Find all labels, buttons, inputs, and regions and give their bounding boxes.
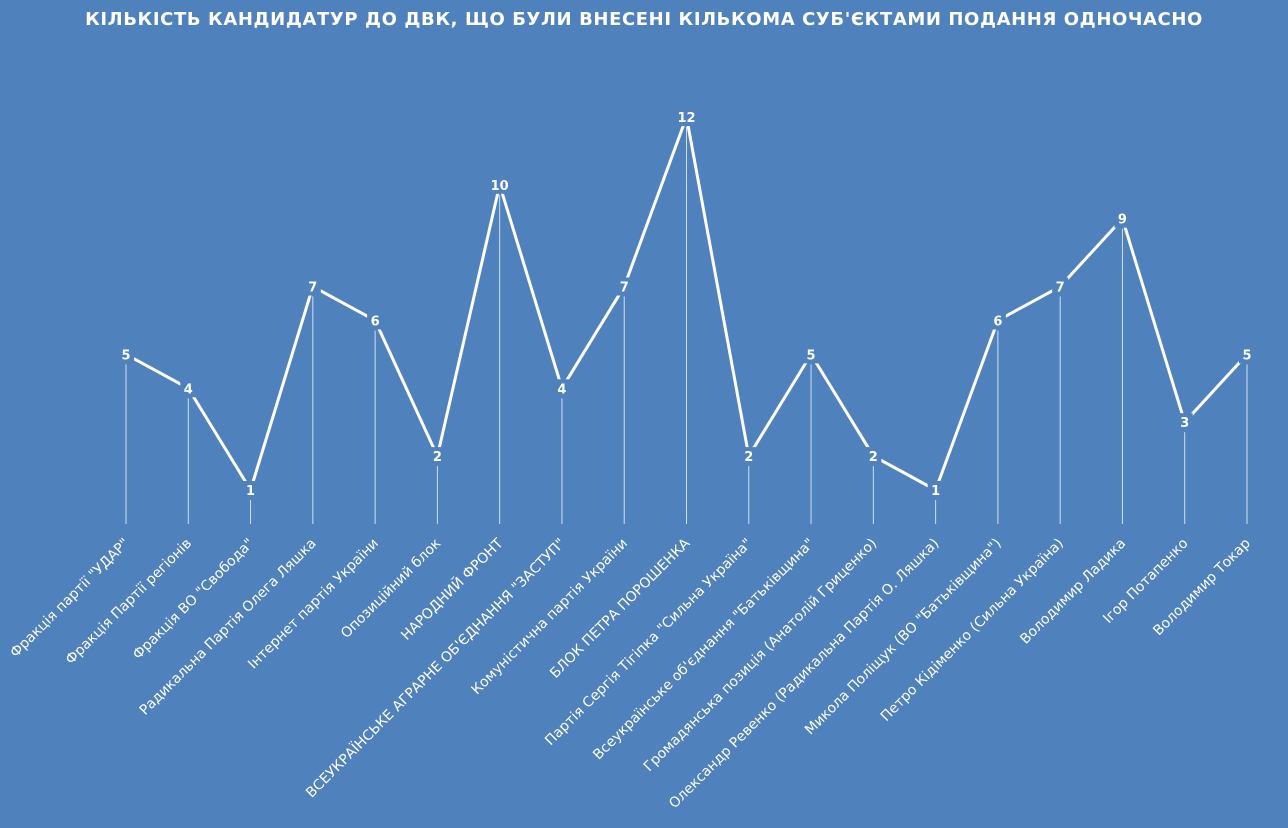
data-label: 2 <box>744 450 753 465</box>
data-label-background <box>1114 209 1131 228</box>
data-label: 10 <box>491 179 509 194</box>
category-label: Громадянська позиція (Анатолій Гриценко) <box>641 536 880 775</box>
data-label-background <box>1052 277 1069 296</box>
data-label-background <box>674 108 699 126</box>
data-label-background <box>1239 345 1255 364</box>
data-label: 2 <box>869 450 878 465</box>
chart-title: КІЛЬКІСТЬ КАНДИДАТУР ДО ДВК, ЩО БУЛИ ВНЕ… <box>85 9 1203 30</box>
category-label: Інтернет партія України <box>245 536 382 673</box>
category-label: НАРОДНИЙ ФРОНТ <box>397 534 507 644</box>
data-label-background <box>989 311 1006 330</box>
data-label: 6 <box>993 314 1002 329</box>
category-label: Фракція ВО "Свобода" <box>130 536 257 663</box>
data-label: 2 <box>433 450 442 465</box>
data-label: 7 <box>620 281 629 296</box>
data-label: 4 <box>184 382 193 397</box>
data-label: 6 <box>371 314 380 329</box>
data-label-background <box>180 379 197 398</box>
data-label-background <box>865 447 882 466</box>
data-label: 5 <box>807 348 816 363</box>
data-label-background <box>616 277 633 296</box>
data-label-background <box>553 379 570 398</box>
data-label: 7 <box>1056 281 1065 296</box>
data-label: 1 <box>931 484 940 499</box>
data-label: 12 <box>677 111 695 126</box>
data-label-background <box>803 345 820 364</box>
data-label-background <box>304 277 321 296</box>
category-label: Фракція Партії регіонів <box>63 536 195 668</box>
data-label-background <box>367 311 384 330</box>
category-label: Фракція партії "УДАР" <box>7 536 133 662</box>
data-label-background <box>740 447 757 466</box>
data-label: 5 <box>1242 348 1251 363</box>
data-label-background <box>487 175 512 194</box>
data-label-background <box>1176 413 1193 432</box>
data-label: 7 <box>308 281 317 296</box>
data-label: 9 <box>1118 213 1127 228</box>
data-label: 5 <box>121 348 130 363</box>
data-label-background <box>429 447 446 466</box>
data-label-background <box>242 481 259 499</box>
data-label: 3 <box>1180 416 1189 431</box>
data-label-background <box>118 345 134 364</box>
data-label: 4 <box>557 382 566 397</box>
category-label: Володимир Ладика <box>1017 536 1129 648</box>
data-label-background <box>927 481 944 499</box>
category-label: Всеукраїнське об'єднання "Батьківщина" <box>590 536 818 764</box>
data-label: 1 <box>246 484 255 499</box>
